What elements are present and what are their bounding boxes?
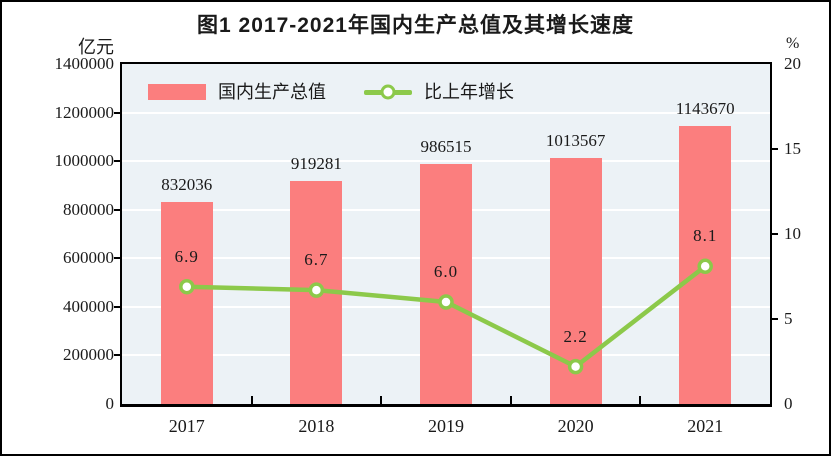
left-axis-tick-label: 1200000 xyxy=(54,102,115,122)
gridline xyxy=(122,160,770,163)
left-axis-tick-mark xyxy=(114,305,120,308)
left-axis-tick-label: 800000 xyxy=(63,199,114,219)
right-axis-tick-label: 15 xyxy=(784,139,801,158)
left-axis-tick-label: 0 xyxy=(105,394,115,413)
x-axis-tick-label: 2020 xyxy=(557,416,594,436)
bar-value-label: 1143670 xyxy=(675,99,735,119)
bar-value-label: 986515 xyxy=(420,137,472,157)
line-value-label: 8.1 xyxy=(693,226,718,246)
x-axis-tick-label: 2019 xyxy=(428,416,464,436)
left-axis-tick-label: 400000 xyxy=(63,296,114,316)
bar-value-label: 919281 xyxy=(290,153,342,173)
line-marker-icon xyxy=(438,294,454,310)
right-axis-unit-label: % xyxy=(786,35,800,52)
bar-value-label: 832036 xyxy=(161,174,213,194)
right-axis-tick-label: 10 xyxy=(784,224,801,243)
bar-value-label: 1013567 xyxy=(545,130,606,150)
left-axis-tick-label: 1400000 xyxy=(54,54,115,73)
left-axis-tick-mark xyxy=(114,257,120,260)
right-axis-tick-label: 20 xyxy=(784,54,801,73)
chart-title: 图1 2017-2021年国内生产总值及其增长速度 xyxy=(197,14,634,37)
gridline xyxy=(122,111,770,114)
left-axis-tick-mark xyxy=(114,111,120,114)
x-axis-tick-mark xyxy=(380,396,383,404)
plot-area: 国内生产总值 比上年增长 0 200000 400000 600000 800000 10… xyxy=(55,54,802,436)
legend: 国内生产总值 比上年增长 xyxy=(148,81,514,103)
right-axis-tick-mark xyxy=(772,148,778,150)
x-axis-tick-label: 2018 xyxy=(298,416,335,436)
bar-2017 xyxy=(160,201,213,404)
left-axis-unit-label: 亿元 xyxy=(78,37,114,57)
line-value-label: 2.2 xyxy=(563,326,588,346)
left-axis-tick-mark xyxy=(114,160,120,163)
growth-line-chart xyxy=(179,258,713,375)
legend-bar-swatch xyxy=(148,84,206,100)
x-axis-tick-mark xyxy=(639,396,642,404)
right-axis-tick-mark xyxy=(772,318,778,320)
line-value-label: 6.0 xyxy=(433,262,459,281)
right-axis-tick-label: 5 xyxy=(784,309,793,328)
x-axis-tick-mark xyxy=(250,396,253,404)
legend-line-marker-icon xyxy=(380,84,396,100)
left-axis-tick-mark xyxy=(114,208,120,211)
bar-2019 xyxy=(420,164,472,404)
line-marker-icon xyxy=(179,278,195,295)
legend-bar-label: 国内生产总值 xyxy=(218,82,326,102)
x-axis-tick-label: 2021 xyxy=(687,416,724,436)
line-marker-icon xyxy=(697,258,713,275)
legend-line-swatch xyxy=(364,84,412,100)
left-axis-tick-label: 200000 xyxy=(63,345,114,365)
right-axis-tick-mark xyxy=(772,233,778,235)
line-value-label: 6.7 xyxy=(304,250,329,270)
legend-line-label: 比上年增长 xyxy=(424,82,514,102)
left-axis-tick-label: 1000000 xyxy=(54,151,115,171)
x-axis-tick-mark xyxy=(509,396,512,404)
line-value-label: 6.9 xyxy=(174,246,199,266)
left-axis-tick-label: 600000 xyxy=(63,248,114,268)
x-axis-tick-label: 2017 xyxy=(168,416,205,436)
line-marker-icon xyxy=(567,358,584,375)
line-marker-icon xyxy=(308,282,325,298)
right-axis-tick-label: 0 xyxy=(784,394,793,413)
left-axis-tick-mark xyxy=(114,354,120,357)
